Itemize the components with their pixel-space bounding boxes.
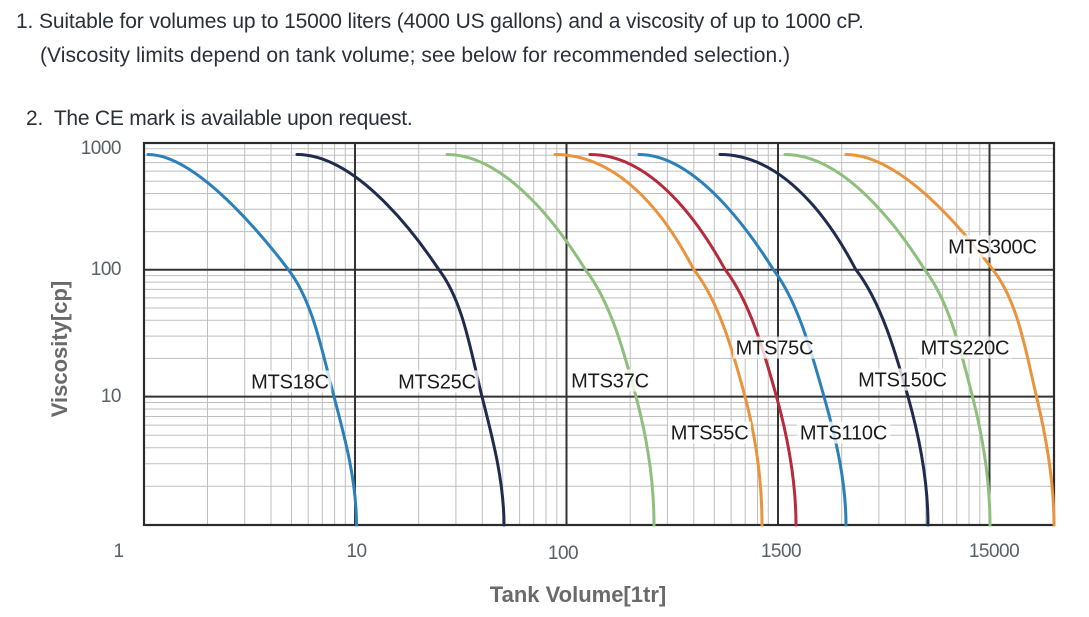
svg-text:MTS75C: MTS75C — [736, 338, 814, 360]
svg-text:MTS220C: MTS220C — [921, 338, 1010, 360]
svg-text:MTS110C: MTS110C — [800, 423, 887, 445]
svg-text:MTS37C: MTS37C — [571, 371, 649, 393]
svg-text:MTS300C: MTS300C — [948, 236, 1037, 258]
svg-text:MTS150C: MTS150C — [858, 370, 947, 392]
svg-text:MTS25C: MTS25C — [398, 371, 476, 393]
svg-text:MTS55C: MTS55C — [671, 423, 749, 445]
svg-text:MTS18C: MTS18C — [251, 371, 329, 393]
